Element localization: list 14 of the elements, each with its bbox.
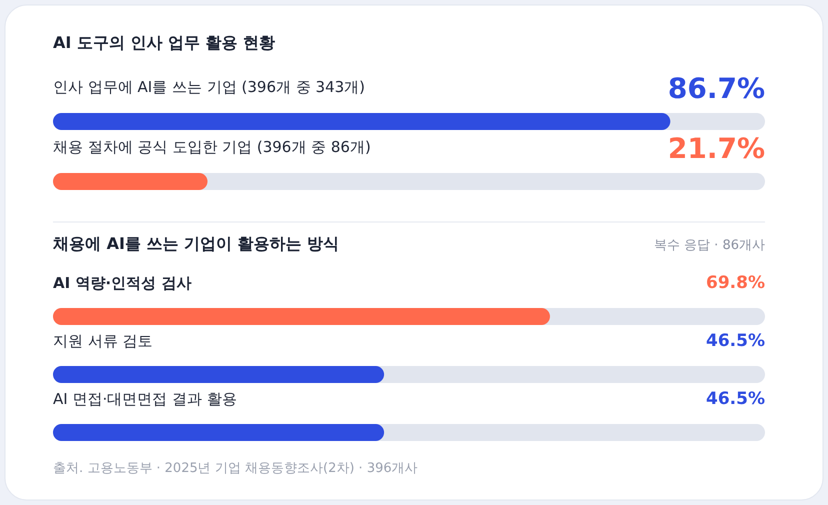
- data-label: 69.8%: [706, 273, 765, 293]
- chart-title: AI 도구의 인사 업무 활용 현황: [53, 33, 276, 52]
- data-label: 46.5%: [706, 331, 765, 351]
- y-tick-label: AI 면접·대면면접 결과 활용: [53, 390, 237, 408]
- y-tick-label: AI 역량·인적성 검사: [53, 274, 192, 292]
- chart-title: 채용에 AI를 쓰는 기업이 활용하는 방식: [52, 234, 340, 253]
- source-note: 출처. 고용노동부 · 2025년 기업 채용동향조사(2차) · 396개사: [53, 461, 418, 476]
- y-tick-label: 채용 절차에 공식 도입한 기업 (396개 중 86개): [53, 138, 371, 156]
- y-tick-label: 지원 서류 검토: [53, 332, 153, 350]
- data-label: 86.7%: [668, 72, 765, 105]
- chart-subtitle: 복수 응답 · 86개사: [654, 238, 765, 253]
- data-label: 21.7%: [668, 132, 765, 165]
- y-tick-label: 인사 업무에 AI를 쓰는 기업 (396개 중 343개): [53, 78, 366, 96]
- data-label: 46.5%: [706, 389, 765, 409]
